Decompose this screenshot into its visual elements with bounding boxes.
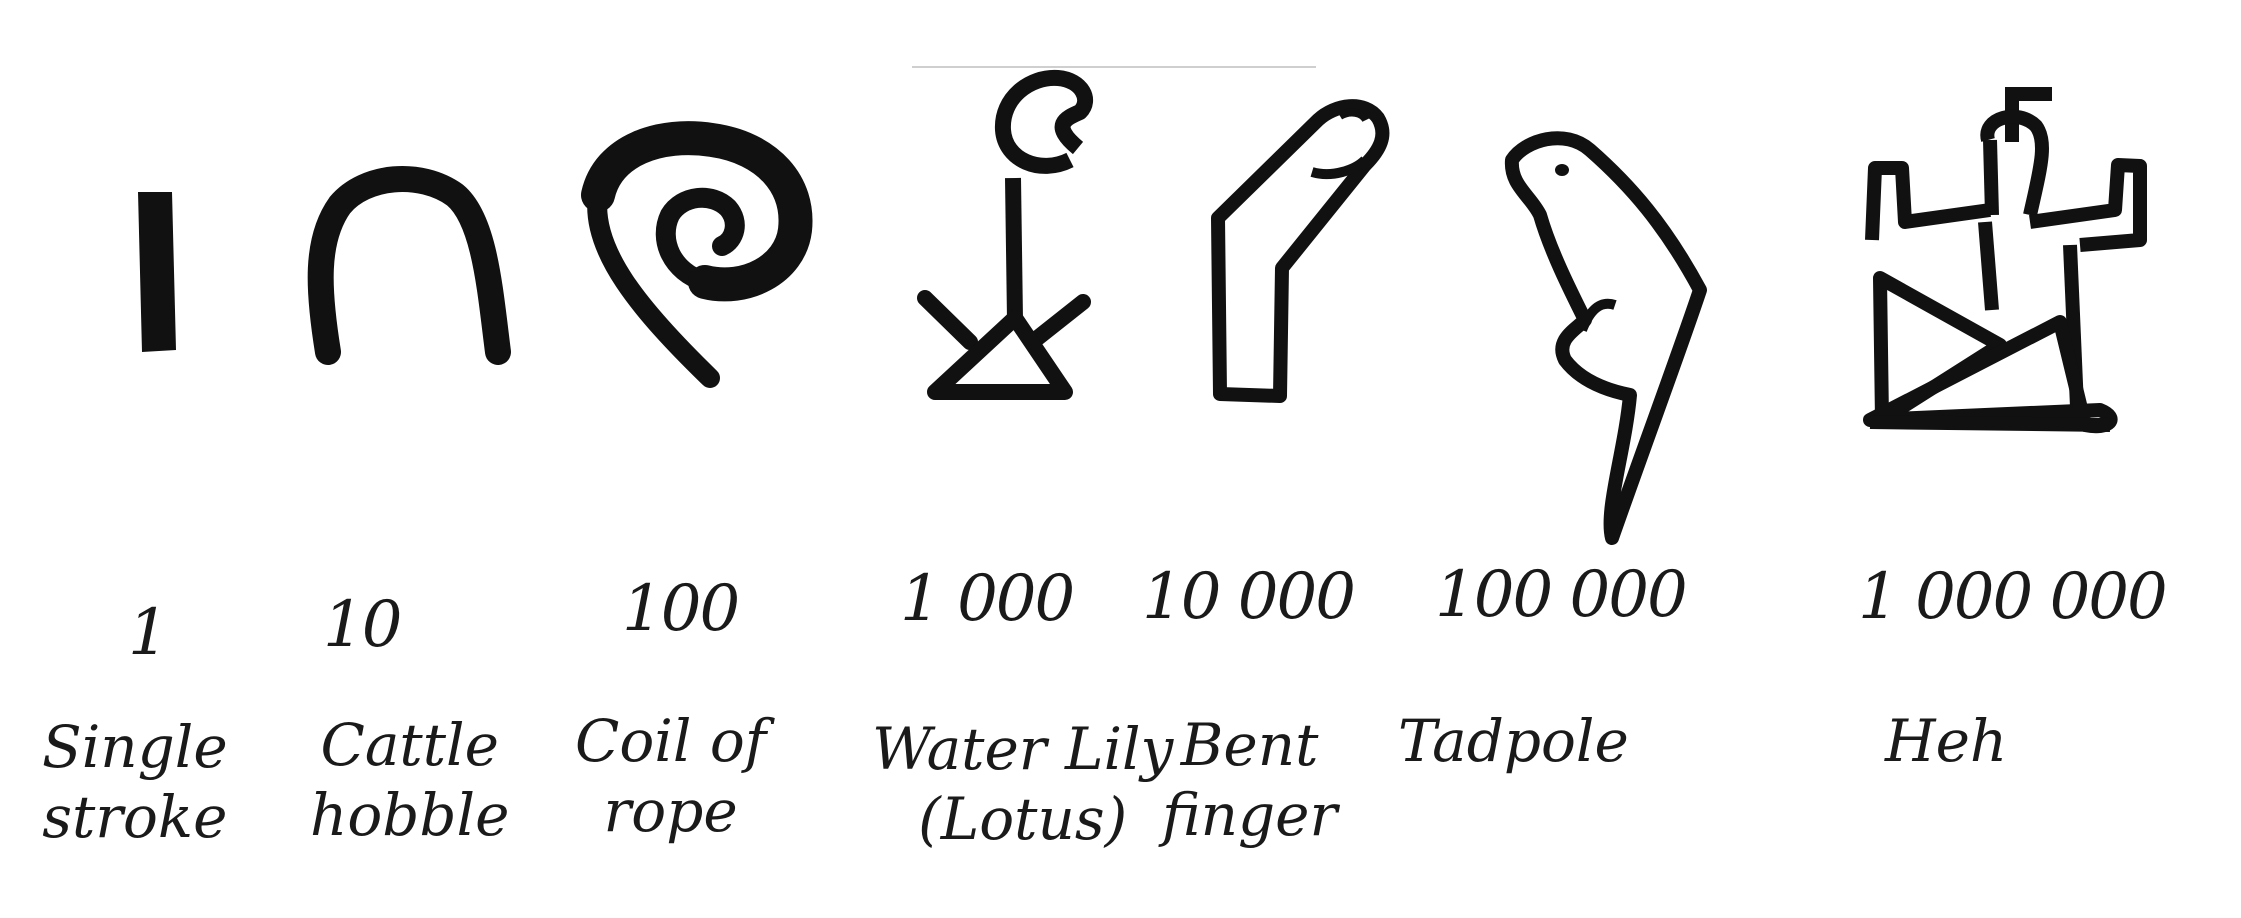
glyph-name-line1: Cattle: [320, 711, 499, 779]
value-label: 10 000: [1142, 560, 1356, 634]
glyph-name-line1: Coil of: [575, 707, 767, 775]
coil-of-rope-glyph: [581, 121, 813, 388]
glyph-name: Cattle hobble: [310, 710, 509, 850]
tadpole-glyph: [1504, 131, 1707, 545]
faint-scan-line: [912, 66, 1316, 68]
value-label: 1 000: [900, 562, 1075, 636]
glyph-name: Water Lily (Lotus): [872, 714, 1173, 854]
glyph-name: Bent finger: [1162, 710, 1337, 850]
bent-finger-glyph: [1211, 99, 1390, 403]
glyph-name-line1: Tadpole: [1398, 707, 1629, 775]
glyph-name: Tadpole: [1398, 706, 1629, 776]
glyph-name-line2: finger: [1162, 781, 1338, 849]
value-label: 1 000 000: [1858, 560, 2168, 634]
glyph-name-line1: Single: [42, 713, 228, 781]
glyph-name-line1: Water Lily: [872, 715, 1174, 783]
glyph-name-line2: rope: [603, 777, 738, 845]
value-label: 10: [323, 588, 402, 662]
glyph-name-line2: (Lotus): [918, 785, 1128, 853]
value-label: 100: [622, 572, 740, 646]
value-label: 100 000: [1435, 558, 1688, 632]
glyph-name-line1: Heh: [1885, 707, 2008, 775]
heh-glyph: [1863, 87, 2147, 434]
glyph-name: Heh: [1885, 706, 2007, 776]
glyph-name: Coil of rope: [575, 706, 766, 846]
glyph-name-line1: Bent: [1180, 711, 1319, 779]
cattle-hobble-glyph: [307, 166, 511, 365]
glyph-name-line2: stroke: [42, 783, 228, 851]
value-label: 1: [128, 596, 169, 670]
glyph-name-line2: hobble: [310, 781, 510, 849]
water-lily-glyph: [917, 69, 1093, 400]
glyph-name: Single stroke: [42, 712, 228, 852]
single-stroke-glyph: [138, 192, 176, 352]
